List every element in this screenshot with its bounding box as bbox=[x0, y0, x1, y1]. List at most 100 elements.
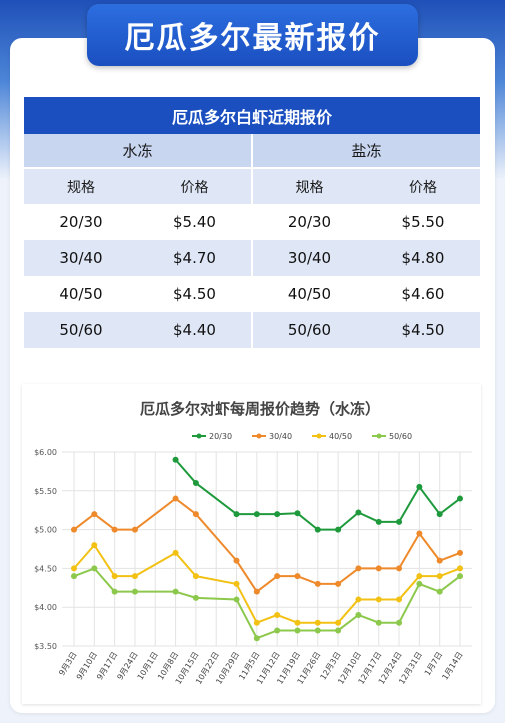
table-cell: 50/60 bbox=[24, 312, 138, 348]
y-tick-label: $4.00 bbox=[34, 603, 57, 612]
data-point bbox=[355, 596, 362, 603]
chart-title: 厄瓜多尔对虾每周报价趋势（水冻） bbox=[140, 400, 380, 418]
data-point bbox=[457, 565, 463, 572]
series-40-50 bbox=[71, 542, 463, 626]
table-row: 40/50 $4.50 40/50 $4.60 bbox=[24, 276, 481, 312]
table-cell: $4.40 bbox=[138, 312, 253, 348]
data-point bbox=[172, 588, 179, 595]
series-line bbox=[73, 497, 461, 593]
data-point bbox=[436, 511, 443, 518]
column-header-price: 价格 bbox=[366, 167, 481, 204]
x-tick-label: 9月3日 bbox=[57, 650, 79, 677]
table-cell: 30/40 bbox=[24, 240, 138, 276]
data-point bbox=[111, 526, 118, 533]
table-row: 50/60 $4.40 50/60 $4.50 bbox=[24, 312, 481, 348]
data-point bbox=[335, 619, 342, 626]
data-point bbox=[233, 557, 240, 564]
data-point bbox=[375, 565, 382, 572]
data-point bbox=[375, 619, 382, 626]
data-point bbox=[436, 588, 443, 595]
data-point bbox=[416, 580, 423, 587]
data-point bbox=[71, 573, 77, 580]
table-cell: 40/50 bbox=[252, 276, 366, 312]
y-tick-label: $6.00 bbox=[34, 448, 57, 457]
y-axis: $3.50 $4.00 $4.50 $5.00 $5.50 $6.00 bbox=[34, 448, 57, 651]
legend-label: 30/40 bbox=[269, 432, 292, 441]
x-axis: 9月3日9月10日9月17日9月24日10月1日10月8日10月15日10月22… bbox=[57, 650, 465, 686]
data-point bbox=[91, 511, 98, 518]
data-point bbox=[294, 573, 301, 580]
data-point bbox=[253, 635, 260, 642]
trend-chart: 厄瓜多尔对虾每周报价趋势（水冻） 20/30 30/40 40/50 50/60 $3… bbox=[34, 400, 472, 686]
table-cell: $4.50 bbox=[366, 312, 481, 348]
y-tick-label: $5.50 bbox=[34, 487, 57, 496]
y-tick-label: $5.00 bbox=[34, 526, 57, 535]
data-point bbox=[172, 549, 179, 556]
data-point bbox=[436, 557, 443, 564]
table-cell: $4.50 bbox=[138, 276, 253, 312]
table-title: 厄瓜多尔白虾近期报价 bbox=[24, 97, 481, 134]
data-point bbox=[172, 495, 179, 502]
data-point bbox=[355, 565, 362, 572]
data-point bbox=[274, 627, 281, 634]
data-point bbox=[314, 526, 321, 533]
data-point bbox=[274, 573, 281, 580]
legend-marker bbox=[376, 433, 382, 439]
data-point bbox=[111, 588, 118, 595]
data-point bbox=[131, 573, 138, 580]
series-20-30 bbox=[172, 456, 463, 533]
data-point bbox=[274, 511, 281, 518]
data-point bbox=[335, 627, 342, 634]
data-point bbox=[192, 594, 199, 601]
data-point bbox=[192, 573, 199, 580]
table-cell: 20/30 bbox=[24, 204, 138, 240]
x-tick-label: 1月7日 bbox=[423, 650, 445, 677]
table-cell: 20/30 bbox=[252, 204, 366, 240]
data-point bbox=[335, 526, 342, 533]
data-point bbox=[274, 611, 281, 618]
data-point bbox=[457, 573, 463, 580]
data-point bbox=[436, 573, 443, 580]
column-header-spec: 规格 bbox=[252, 167, 366, 204]
table-row: 20/30 $5.40 20/30 $5.50 bbox=[24, 204, 481, 240]
data-point bbox=[355, 611, 362, 618]
series-50-60 bbox=[71, 565, 463, 642]
data-point bbox=[91, 542, 98, 549]
chart-grid bbox=[62, 451, 472, 647]
data-point bbox=[416, 573, 423, 580]
data-point bbox=[314, 580, 321, 587]
data-point bbox=[416, 530, 423, 537]
data-point bbox=[314, 619, 321, 626]
data-point bbox=[71, 565, 77, 572]
data-point bbox=[375, 596, 382, 603]
data-point bbox=[457, 495, 463, 502]
data-point bbox=[172, 456, 179, 463]
data-point bbox=[294, 510, 301, 517]
series-30-40 bbox=[71, 495, 463, 595]
group-header-water-frozen: 水冻 bbox=[24, 134, 253, 168]
data-point bbox=[131, 588, 138, 595]
data-point bbox=[192, 480, 199, 487]
legend-marker bbox=[256, 433, 262, 439]
legend-label: 40/50 bbox=[329, 432, 352, 441]
column-header-spec: 规格 bbox=[24, 167, 138, 204]
legend-marker bbox=[196, 433, 202, 439]
data-point bbox=[396, 518, 403, 525]
data-point bbox=[457, 549, 463, 556]
price-table: 厄瓜多尔白虾近期报价 水冻 盐冻 规格 价格 规格 价格 20/30 $5.40… bbox=[24, 97, 481, 348]
legend-label: 50/60 bbox=[389, 432, 412, 441]
data-point bbox=[192, 511, 199, 518]
chart-series bbox=[71, 456, 463, 642]
column-header-price: 价格 bbox=[138, 167, 253, 204]
series-line bbox=[73, 567, 461, 640]
table-cell: $4.80 bbox=[366, 240, 481, 276]
data-point bbox=[233, 596, 240, 603]
group-header-salt-frozen: 盐冻 bbox=[252, 134, 481, 168]
data-point bbox=[294, 627, 301, 634]
data-point bbox=[396, 565, 403, 572]
data-point bbox=[396, 596, 403, 603]
data-point bbox=[355, 509, 362, 516]
y-tick-label: $3.50 bbox=[34, 642, 57, 651]
data-point bbox=[233, 511, 240, 518]
data-point bbox=[314, 627, 321, 634]
